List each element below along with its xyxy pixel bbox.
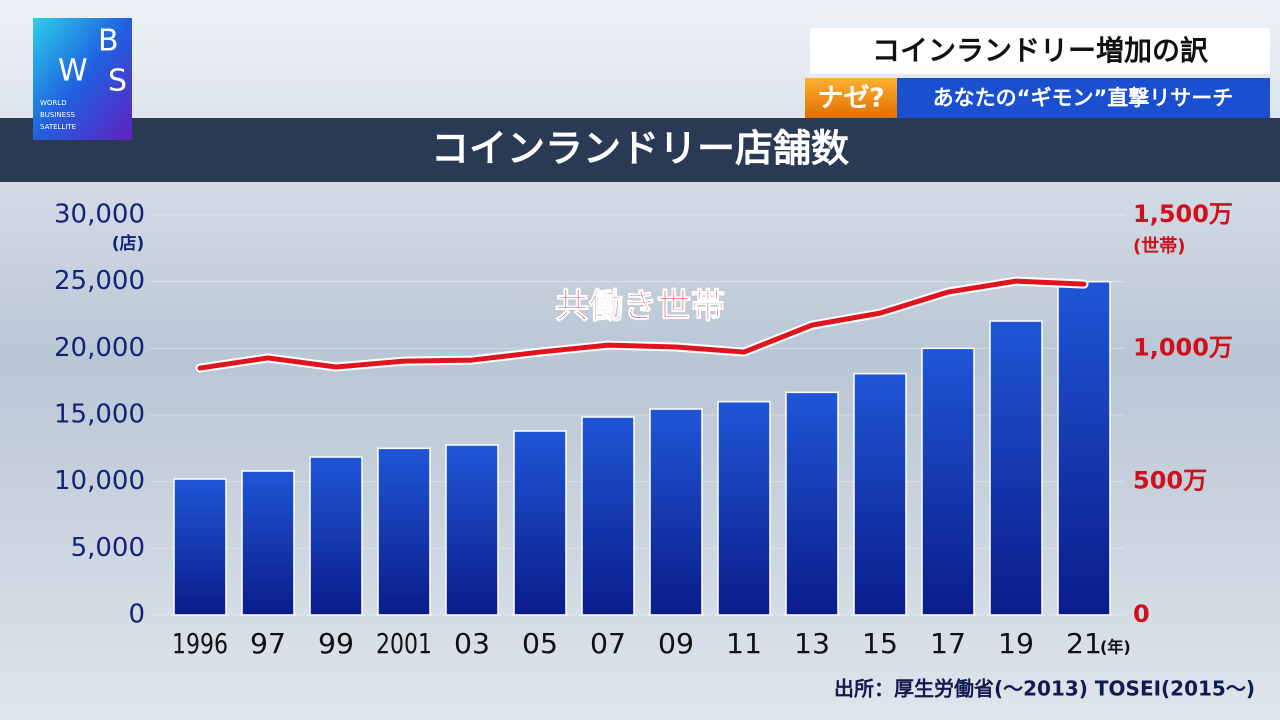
bar: [1057, 280, 1111, 616]
logo-letter: S: [108, 64, 127, 99]
x-tick-label: 97: [250, 627, 286, 660]
line: [197, 278, 1087, 371]
bar: [377, 447, 431, 616]
tag: ナゼ?: [817, 84, 884, 114]
bar: [785, 391, 839, 616]
y-tick-label: 0: [128, 600, 145, 630]
y-tick-label: 25,000: [54, 266, 145, 296]
x-tick-label: 21: [1066, 627, 1102, 660]
logo-letter: B: [98, 24, 119, 59]
x-tick-label: 11: [726, 627, 762, 660]
bar: [853, 372, 907, 616]
bar: [581, 416, 635, 616]
y-tick-label: 15,000: [54, 400, 145, 430]
bar: [445, 444, 499, 616]
y2-unit: (世帯): [1133, 235, 1185, 257]
y2-tick-label: 1,000万: [1133, 333, 1233, 361]
bar: [649, 408, 703, 616]
tag-box: [805, 78, 897, 118]
y-tick-label: 5,000: [71, 533, 145, 563]
y-tick-label: 10,000: [54, 466, 145, 496]
plot: [150, 214, 1125, 616]
bar: [513, 430, 567, 616]
bar: [309, 456, 363, 616]
logo-text: SATELLITE: [40, 123, 76, 131]
x-tick-label: 2001: [376, 627, 432, 660]
subline-box: [897, 78, 1270, 118]
y2-tick-label: 0: [1133, 600, 1150, 628]
x-tick-label: 05: [522, 627, 558, 660]
series-label: 共働き世帯: [555, 287, 725, 327]
x-tick-label: 15: [862, 627, 898, 660]
x-unit: (年): [1100, 638, 1131, 657]
x-tick-label: 17: [930, 627, 966, 660]
bar: [241, 470, 295, 616]
bar: [989, 320, 1043, 616]
logo-text: WORLD: [40, 99, 67, 107]
logo-text: BUSINESS: [40, 111, 76, 119]
logo-letter: W: [58, 54, 88, 89]
y-unit: (店): [112, 233, 145, 254]
chart-title: コインランドリー店舗数: [431, 127, 849, 171]
y2-tick-label: 1,500万: [1133, 200, 1233, 228]
x-tick-label: 03: [454, 627, 490, 660]
x-tick-label: 13: [794, 627, 830, 660]
x-tick-label: 1996: [172, 627, 228, 660]
y2-tick-label: 500万: [1133, 467, 1207, 495]
headline-box: [810, 28, 1270, 74]
x-tick-label: 07: [590, 627, 626, 660]
bar: [717, 400, 771, 616]
bar: [173, 478, 227, 616]
headline: コインランドリー増加の訳: [872, 34, 1209, 67]
logo: [33, 18, 132, 140]
x-tick-label: 99: [318, 627, 354, 660]
x-tick-label: 19: [998, 627, 1034, 660]
x-tick-label: 09: [658, 627, 694, 660]
y-tick-label: 20,000: [54, 333, 145, 363]
y-tick-label: 30,000: [54, 200, 145, 230]
title-band: [0, 118, 1280, 182]
source: 出所：厚生労働省(～2013) TOSEI(2015～): [834, 677, 1255, 701]
bar: [921, 347, 975, 616]
subline: あなたの“ギモン”直撃リサーチ: [933, 86, 1234, 110]
